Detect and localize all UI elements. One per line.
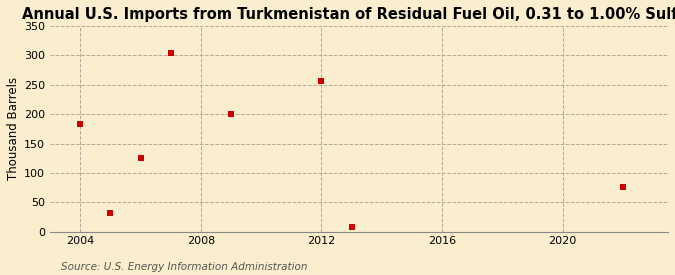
Title: Annual U.S. Imports from Turkmenistan of Residual Fuel Oil, 0.31 to 1.00% Sulfur: Annual U.S. Imports from Turkmenistan of… (22, 7, 675, 22)
Point (135, 156, 146, 161)
Y-axis label: Thousand Barrels: Thousand Barrels (7, 77, 20, 180)
Point (618, 185, 628, 189)
Point (165, 51, 176, 55)
Point (105, 211, 116, 215)
Point (75, 122, 86, 127)
Point (225, 111, 236, 116)
Point (346, 224, 357, 229)
Text: Source: U.S. Energy Information Administration: Source: U.S. Energy Information Administ… (61, 262, 307, 272)
Point (316, 78, 327, 83)
